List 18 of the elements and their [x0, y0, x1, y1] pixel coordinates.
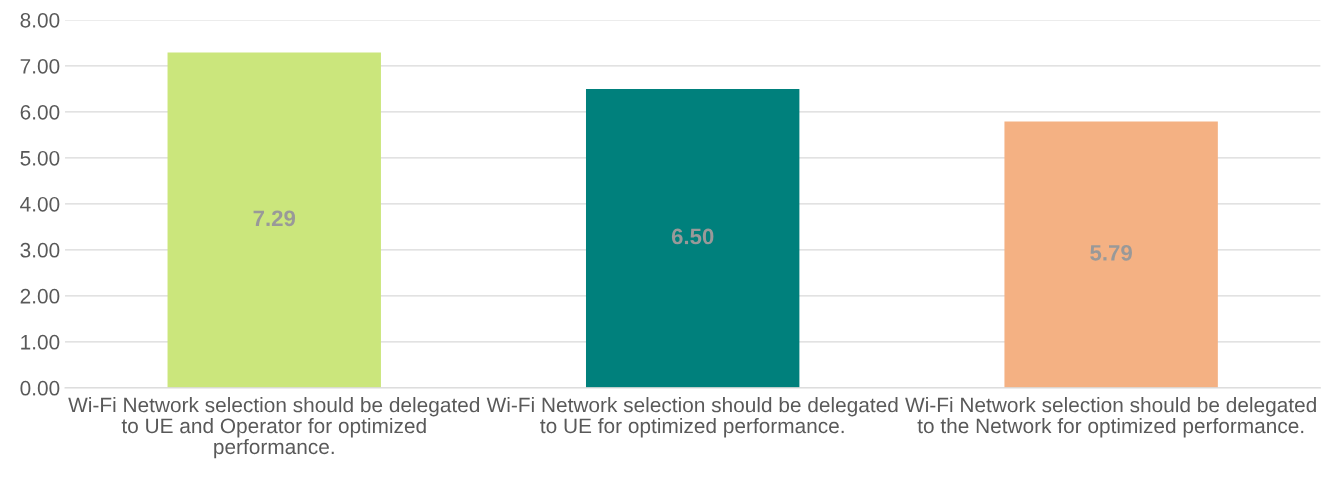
data-label: 6.50 — [671, 228, 714, 245]
y-tick-label: 1.00 — [21, 334, 60, 350]
x-tick-label: Wi-Fi Network selection should be delegated to UE and Operator for optimized performance. — [68, 397, 480, 459]
x-tick-label: Wi-Fi Network selection should be delegated to UE for optimized performance. — [486, 397, 898, 438]
bar — [1004, 121, 1218, 388]
y-tick-label: 6.00 — [20, 104, 60, 120]
x-tick-label: Wi-Fi Network selection should be delegated to the Network for optimized performance. — [905, 397, 1316, 438]
data-label: 5.79 — [1090, 244, 1132, 261]
y-tick-label: 3.00 — [20, 242, 60, 258]
bar — [167, 52, 381, 388]
bar — [585, 88, 800, 388]
y-tick-label: 5.00 — [20, 150, 60, 166]
y-tick-label: 2.00 — [20, 288, 60, 304]
y-tick-label: 0.00 — [20, 380, 60, 396]
y-tick-label: 4.00 — [20, 196, 60, 212]
y-tick-label: 8.00 — [20, 12, 60, 28]
y-tick-label: 7.00 — [20, 58, 60, 74]
data-label: 7.29 — [253, 210, 296, 227]
